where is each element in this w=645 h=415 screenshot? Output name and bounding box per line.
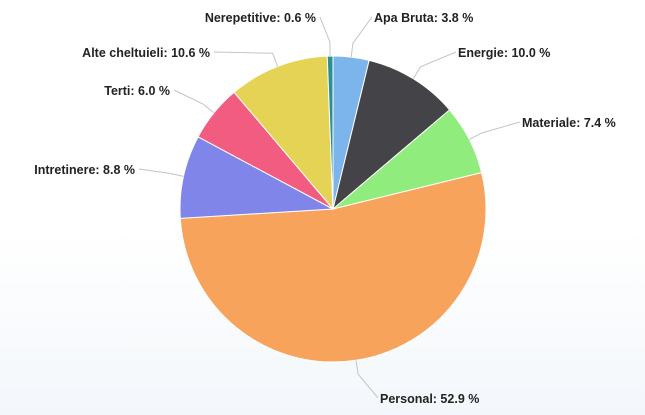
data-labels: Apa Bruta: 3.8 % Energie: 10.0 % Materia… [34,11,616,406]
data-label-terti: Terti: 6.0 % [104,84,170,98]
pie-slices [179,55,487,363]
connector-personal [355,360,379,399]
data-label-personal: Personal: 52.9 % [380,392,479,406]
connector-materiale [468,121,521,140]
pie-slice-intretinere[interactable] [179,136,335,219]
data-label-intretinere: Intretinere: 8.8 % [34,163,135,177]
connector-energie [412,51,457,80]
connector-intretinere [138,168,184,177]
connector-alte-cheltuieli [213,51,279,67]
data-label-apa-bruta: Apa Bruta: 3.8 % [374,11,473,25]
pie-slice-personal[interactable] [179,172,487,363]
data-label-materiale: Materiale: 7.4 % [522,116,616,130]
data-label-nerepetitive: Nerepetitive: 0.6 % [205,11,316,25]
data-label-energie: Energie: 10.0 % [458,46,550,60]
connector-nerepetitive [319,16,331,57]
label-connectors [138,16,521,399]
connector-terti [173,89,215,114]
connector-apa-bruta [350,16,373,58]
data-label-alte-cheltuieli: Alte cheltuieli: 10.6 % [82,46,210,60]
pie-slice-nerepetitive[interactable] [326,55,334,210]
